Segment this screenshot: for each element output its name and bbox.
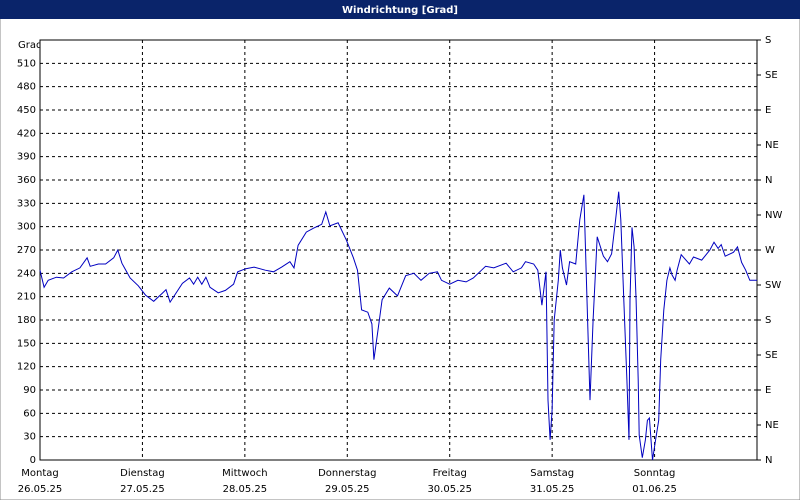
- y-tick-label: 30: [23, 432, 36, 443]
- y-tick-label: 330: [17, 198, 36, 209]
- chart-title: Windrichtung [Grad]: [342, 5, 458, 16]
- y-tick-label: 60: [23, 408, 36, 419]
- x-tick-label: Donnerstag: [318, 468, 376, 479]
- y2-tick-label: SW: [765, 280, 781, 291]
- y2-tick-label: N: [765, 175, 772, 186]
- y2-tick-label: S: [765, 315, 771, 326]
- y2-tick-label: S: [765, 35, 771, 46]
- x-tick-date: 26.05.25: [18, 484, 63, 495]
- y2-tick-label: N: [765, 455, 772, 466]
- y-tick-label: 210: [17, 292, 36, 303]
- y-tick-label: 120: [17, 362, 36, 373]
- y-tick-label: 240: [17, 268, 36, 279]
- y-tick-label: 450: [17, 105, 36, 116]
- y2-tick-label: SE: [765, 350, 778, 361]
- x-tick-label: Freitag: [433, 468, 467, 479]
- y-tick-label: 420: [17, 128, 36, 139]
- y-tick-label: 300: [17, 222, 36, 233]
- y-tick-label: 480: [17, 82, 36, 93]
- x-tick-label: Sonntag: [634, 468, 676, 479]
- y2-tick-label: NW: [765, 210, 782, 221]
- x-tick-label: Dienstag: [120, 468, 165, 479]
- title-bar: [0, 0, 800, 19]
- y2-tick-label: NE: [765, 140, 779, 151]
- y-tick-label: 90: [23, 385, 36, 396]
- y2-tick-label: W: [765, 245, 775, 256]
- x-tick-label: Samstag: [530, 468, 574, 479]
- plot-area: [39, 39, 758, 461]
- y2-tick-label: E: [765, 385, 771, 396]
- y-axis-label: Grad: [18, 40, 42, 51]
- y-tick-label: 390: [17, 152, 36, 163]
- x-tick-date: 01.06.25: [632, 484, 677, 495]
- data-line: [39, 191, 757, 461]
- x-tick-label: Mittwoch: [222, 468, 267, 479]
- x-tick-label: Montag: [21, 468, 58, 479]
- y2-tick-label: SE: [765, 70, 778, 81]
- x-tick-date: 28.05.25: [223, 484, 268, 495]
- y-tick-label: 180: [17, 315, 36, 326]
- x-tick-date: 27.05.25: [120, 484, 165, 495]
- y2-tick-label: NE: [765, 420, 779, 431]
- y-tick-label: 0: [30, 455, 36, 466]
- y2-tick-label: E: [765, 105, 771, 116]
- y-tick-label: 270: [17, 245, 36, 256]
- x-tick-date: 29.05.25: [325, 484, 370, 495]
- x-tick-date: 30.05.25: [427, 484, 472, 495]
- y-tick-label: 510: [17, 58, 36, 69]
- y-tick-label: 150: [17, 338, 36, 349]
- y-tick-label: 360: [17, 175, 36, 186]
- x-tick-date: 31.05.25: [530, 484, 575, 495]
